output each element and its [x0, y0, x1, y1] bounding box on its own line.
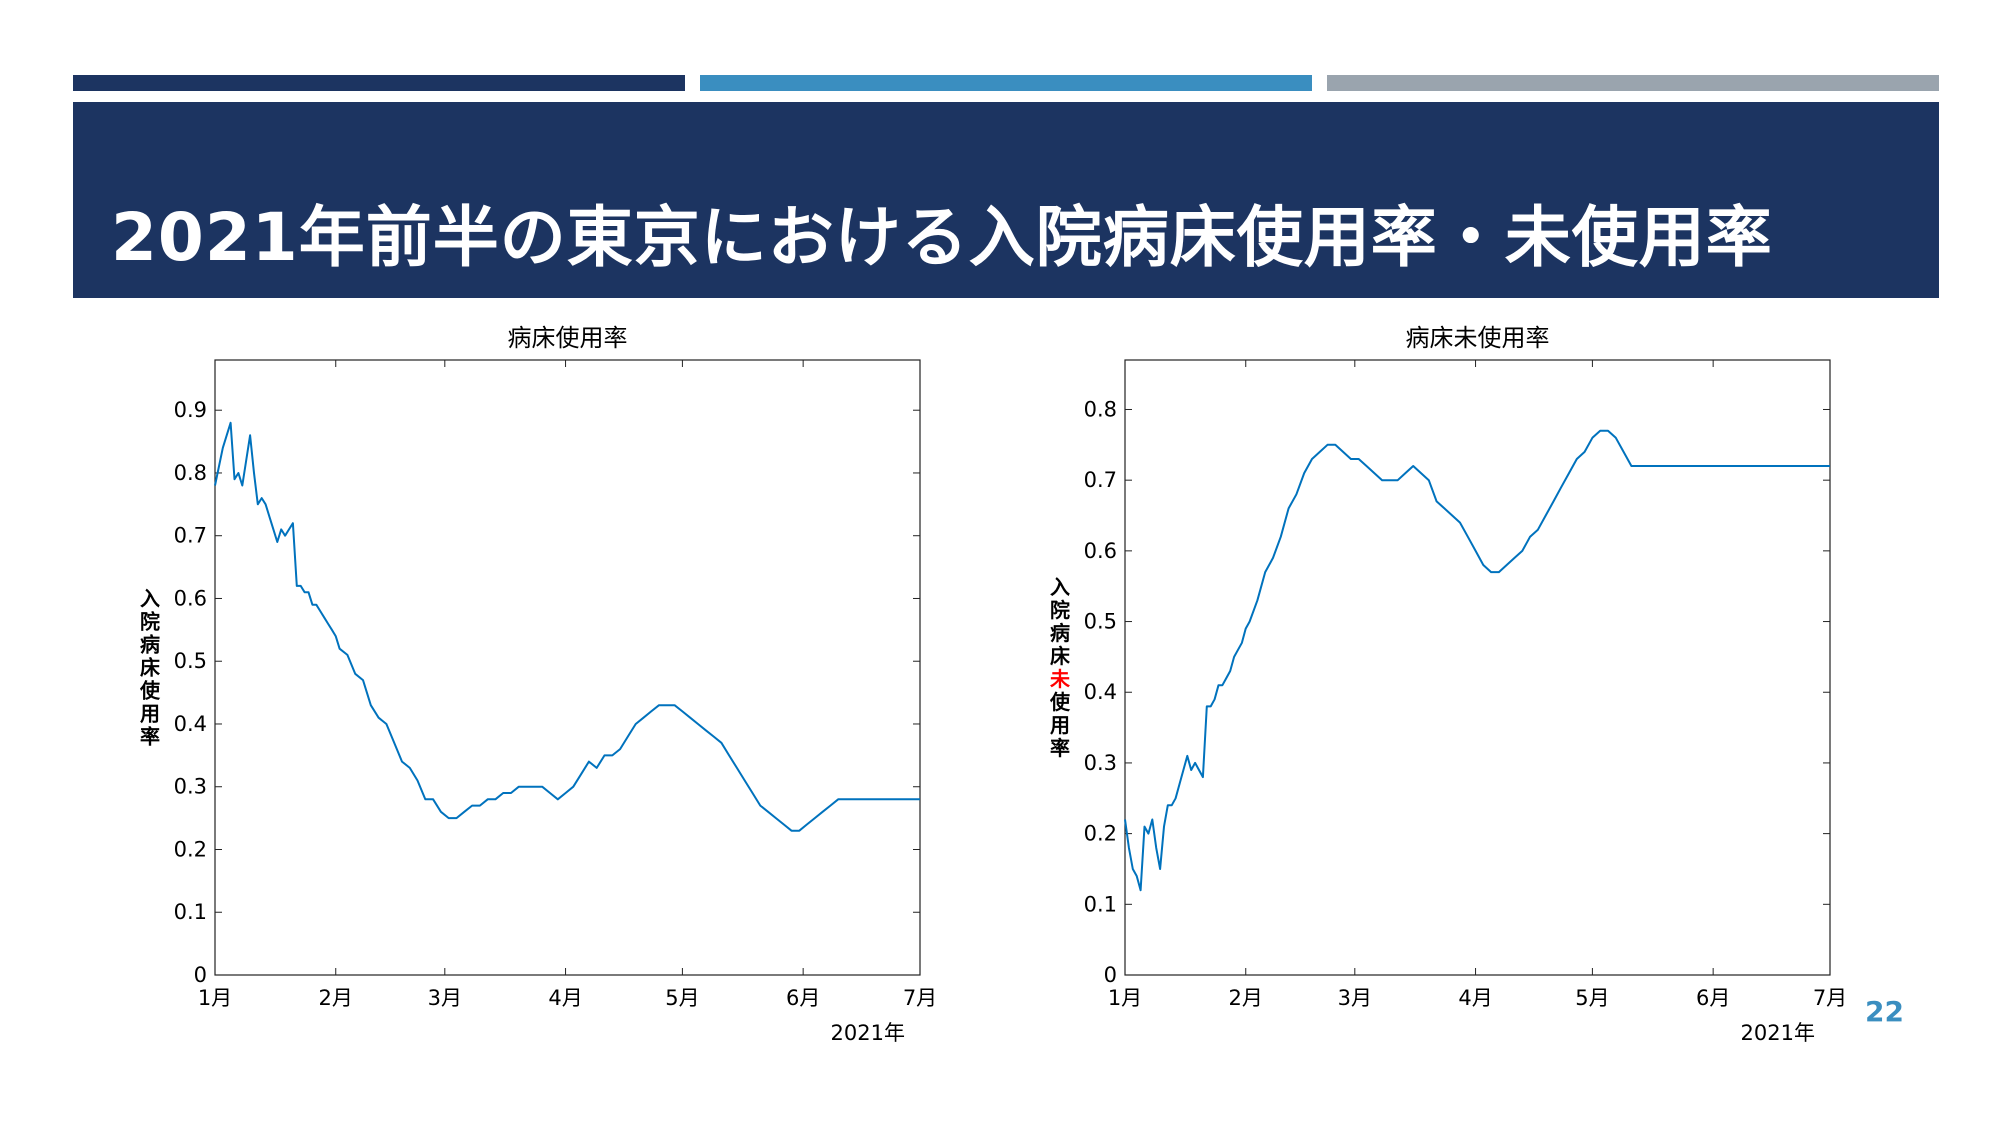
bed-usage-chart: 病床使用率 0 0.1 0.2 0.3 0.4 0.5 0.6 0.7 0.8 0.9 1月 2月 3月 4… — [60, 310, 1020, 1070]
usage-chart-ytick-label: 0 — [194, 963, 207, 987]
accent-bar-navy — [73, 75, 685, 91]
unused-chart-ytick-label: 0.7 — [1084, 468, 1117, 492]
accent-bar-blue — [700, 75, 1312, 91]
bed-unused-chart: 病床未使用率 0 0.1 0.2 0.3 0.4 0.5 0.6 0.7 0.8 1月 2月 3月 4月 5… — [970, 310, 1930, 1070]
usage-chart-ytick-label: 0.7 — [174, 524, 207, 548]
usage-chart-xtick-label: 4月 — [548, 986, 582, 1010]
usage-chart-xtick-label: 5月 — [665, 986, 699, 1010]
usage-chart-xtick-label: 7月 — [903, 986, 937, 1010]
unused-chart-xtick-label: 3月 — [1338, 986, 1372, 1010]
usage-chart-ylabel-char: 床 — [140, 656, 161, 680]
unused-chart-ytick-label: 0.1 — [1084, 892, 1117, 916]
slide-title: 2021年前半の東京における入院病床使用率・未使用率 — [111, 199, 1773, 276]
usage-chart-plot-frame — [214, 359, 921, 976]
unused-chart-ylabel-char: 病 — [1050, 621, 1070, 645]
usage-chart-ytick-label: 0.1 — [174, 900, 207, 924]
usage-chart-ylabel-char: 病 — [140, 633, 160, 657]
usage-chart-ytick-label: 0.4 — [174, 712, 207, 736]
usage-chart-xtick-label: 6月 — [786, 986, 820, 1010]
usage-chart-ylabel-char: 使 — [139, 679, 161, 703]
usage-chart-series-line — [214, 421, 920, 832]
unused-chart-ytick-label: 0.4 — [1084, 680, 1117, 704]
unused-chart-ytick-label: 0.5 — [1084, 610, 1117, 634]
unused-chart-xtick-label: 5月 — [1575, 986, 1609, 1010]
bed-usage-chart-svg: 病床使用率 0 0.1 0.2 0.3 0.4 0.5 0.6 0.7 0.8 0.9 1月 2月 3月 4… — [139, 324, 937, 1045]
unused-chart-ylabel-char: 入 — [1050, 575, 1070, 599]
usage-chart-ytick-label: 0.5 — [174, 649, 207, 673]
unused-chart-plot-frame — [1124, 359, 1831, 976]
usage-chart-ylabel-char: 率 — [140, 725, 160, 749]
unused-chart-xlabel: 2021年 — [1741, 1021, 1815, 1045]
unused-chart-ylabel-char: 床 — [1050, 644, 1071, 668]
usage-chart-ylabel-char: 院 — [140, 610, 160, 634]
unused-chart-ytick-label: 0.6 — [1084, 539, 1117, 563]
usage-chart-ylabel-char: 入 — [140, 587, 160, 611]
page-number: 22 — [1865, 995, 1904, 1028]
unused-chart-ytick-label: 0.8 — [1084, 397, 1117, 421]
usage-chart-ytick-label: 0.3 — [174, 775, 207, 799]
unused-chart-xtick-label: 4月 — [1458, 986, 1492, 1010]
usage-chart-ytick-label: 0.2 — [174, 837, 207, 861]
usage-chart-title: 病床使用率 — [508, 324, 628, 352]
usage-chart-ytick-label: 0.9 — [174, 398, 207, 422]
usage-chart-xlabel: 2021年 — [831, 1021, 905, 1045]
unused-chart-ytick-label: 0.3 — [1084, 751, 1117, 775]
usage-chart-xtick-label: 1月 — [198, 986, 232, 1010]
title-banner: 2021年前半の東京における入院病床使用率・未使用率 — [73, 102, 1939, 298]
unused-chart-xtick-label: 7月 — [1813, 986, 1847, 1010]
usage-chart-ytick-label: 0.8 — [174, 461, 207, 485]
unused-chart-ylabel-char: 使 — [1049, 690, 1071, 714]
unused-chart-xtick-label: 6月 — [1696, 986, 1730, 1010]
unused-chart-ytick-label: 0.2 — [1084, 822, 1117, 846]
unused-chart-ylabel-char: 用 — [1050, 713, 1070, 737]
accent-bar-gray — [1327, 75, 1939, 91]
usage-chart-ytick-label: 0.6 — [174, 586, 207, 610]
usage-chart-xtick-label: 3月 — [428, 986, 462, 1010]
bed-unused-chart-svg: 病床未使用率 0 0.1 0.2 0.3 0.4 0.5 0.6 0.7 0.8 1月 2月 3月 4月 5… — [1049, 324, 1847, 1045]
unused-chart-xtick-label: 2月 — [1229, 986, 1263, 1010]
unused-chart-ylabel-char: 未 — [1050, 667, 1070, 691]
unused-chart-series-line — [1124, 429, 1830, 892]
usage-chart-ylabel-char: 用 — [140, 702, 160, 726]
unused-chart-title: 病床未使用率 — [1406, 324, 1550, 352]
usage-chart-xtick-label: 2月 — [319, 986, 353, 1010]
unused-chart-ytick-label: 0 — [1104, 963, 1117, 987]
unused-chart-xtick-label: 1月 — [1108, 986, 1142, 1010]
unused-chart-ylabel-char: 院 — [1050, 598, 1070, 622]
unused-chart-ylabel-char: 率 — [1050, 736, 1070, 760]
